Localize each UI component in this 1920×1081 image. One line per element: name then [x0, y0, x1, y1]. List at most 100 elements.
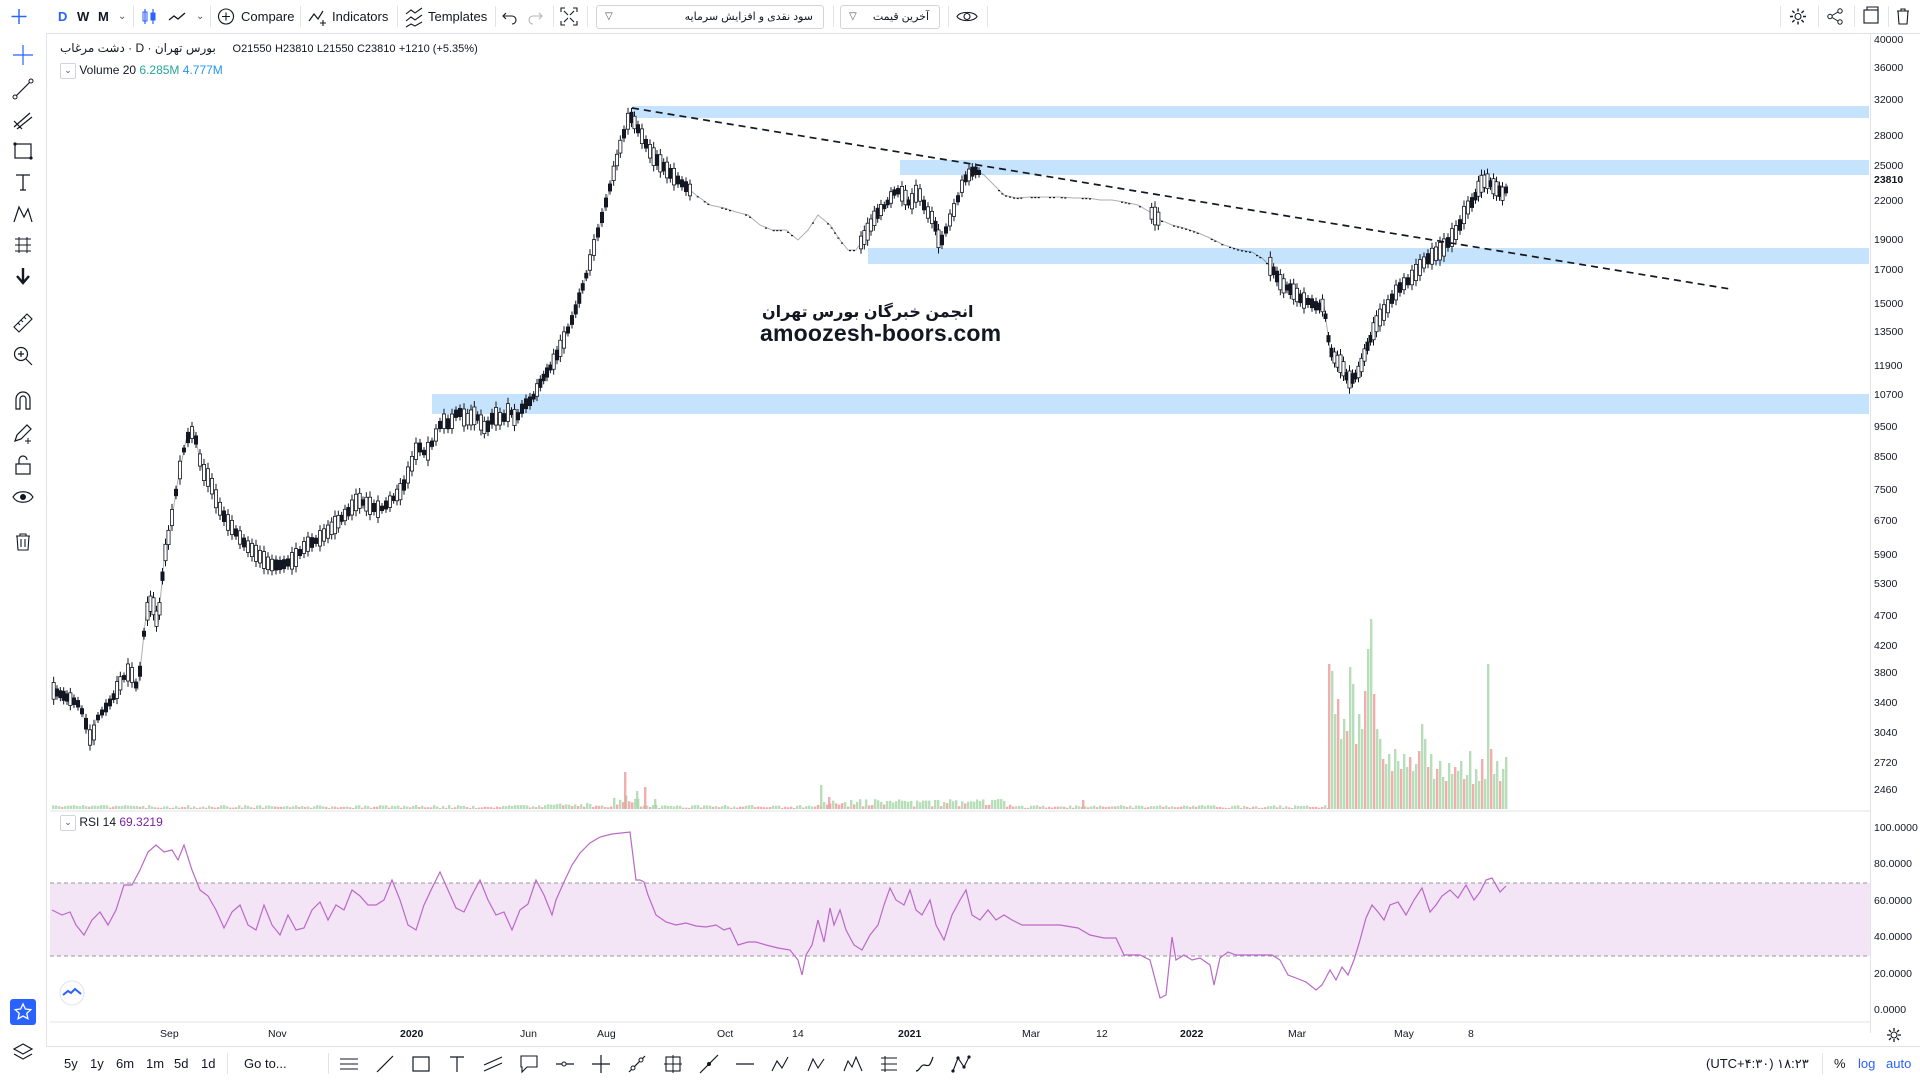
- remove-drawings-trash-icon[interactable]: [12, 530, 34, 552]
- crosshair-icon[interactable]: [10, 0, 28, 33]
- flat-candle: [1053, 197, 1055, 199]
- volume-bar: [511, 805, 514, 809]
- support-resistance-zone[interactable]: [632, 106, 1869, 118]
- log-scale-toggle[interactable]: log: [1858, 1056, 1876, 1071]
- parallel-channel-tool-icon[interactable]: [482, 1053, 504, 1075]
- ray-tool-icon[interactable]: [626, 1053, 648, 1075]
- support-resistance-zone[interactable]: [900, 160, 1869, 175]
- rectangle-tool-icon[interactable]: [12, 140, 34, 162]
- volume-bar: [247, 805, 250, 809]
- brush-tool-icon[interactable]: [914, 1053, 936, 1075]
- abcd-pattern-tool-icon[interactable]: [770, 1053, 792, 1075]
- auto-scale-toggle[interactable]: auto: [1886, 1056, 1912, 1071]
- goto-button[interactable]: Go to...: [244, 1056, 287, 1071]
- clock-timezone[interactable]: ۱۸:۲۳ (UTC+۴:۳۰): [1706, 1056, 1809, 1071]
- volume-bar: [421, 805, 424, 809]
- trend-line-tool-icon[interactable]: [12, 78, 34, 100]
- volume-bar: [160, 807, 163, 809]
- price-source-dropdown[interactable]: ▽ آخرین قیمت: [840, 5, 940, 29]
- prediction-tool-icon[interactable]: [12, 234, 34, 256]
- pitchfork-tool-icon[interactable]: [12, 109, 34, 131]
- favorites-star-button[interactable]: [10, 999, 36, 1025]
- trend-line-tool-icon[interactable]: [374, 1053, 396, 1075]
- volume-bar: [1376, 729, 1379, 809]
- flat-candle: [1221, 244, 1224, 246]
- candles-icon[interactable]: [140, 0, 158, 33]
- templates-button[interactable]: Templates: [428, 9, 488, 24]
- templates-icon[interactable]: [405, 0, 425, 33]
- range-5d[interactable]: 5d: [174, 1056, 189, 1071]
- indicators-icon[interactable]: [308, 0, 328, 33]
- visibility-eye-icon[interactable]: [12, 486, 34, 508]
- compare-button[interactable]: Compare: [241, 9, 295, 24]
- volume-bar: [1189, 807, 1192, 809]
- zoom-in-icon[interactable]: [12, 345, 34, 367]
- candle-body: [1149, 207, 1154, 220]
- share-icon[interactable]: [1826, 0, 1844, 33]
- redo-icon[interactable]: [527, 0, 543, 33]
- candle-body: [391, 495, 396, 501]
- abc-pattern-tool-icon[interactable]: [806, 1053, 828, 1075]
- volume-bar: [523, 805, 526, 809]
- text-tool-icon[interactable]: [446, 1053, 468, 1075]
- magnet-icon[interactable]: [12, 389, 34, 411]
- interval-m[interactable]: M: [98, 9, 109, 24]
- rectangle-tool-icon[interactable]: [410, 1053, 432, 1075]
- snapshot-icon[interactable]: [1862, 0, 1880, 33]
- volume-bar: [1228, 807, 1231, 809]
- path-tool-icon[interactable]: [950, 1053, 972, 1075]
- pattern-tool-icon[interactable]: [12, 203, 34, 225]
- eye-icon[interactable]: [956, 0, 978, 33]
- drawing-mode-pencil-icon[interactable]: [12, 422, 34, 444]
- volume-bar: [526, 805, 529, 809]
- range-1m[interactable]: 1m: [146, 1056, 165, 1071]
- flat-candle: [1037, 197, 1040, 199]
- line-chart-icon[interactable]: [168, 0, 186, 33]
- candle-body: [936, 229, 941, 249]
- symbol-name[interactable]: دشت مرغاب: [60, 41, 125, 55]
- volume-bar: [859, 799, 862, 809]
- range-6m[interactable]: 6m: [116, 1056, 135, 1071]
- indicators-button[interactable]: Indicators: [332, 9, 389, 24]
- object-tree-layers-icon[interactable]: [12, 1041, 34, 1063]
- volume-bar: [433, 805, 436, 809]
- fullscreen-icon[interactable]: [560, 0, 578, 33]
- interval-d[interactable]: D: [58, 9, 68, 24]
- callout-tool-icon[interactable]: [518, 1053, 540, 1075]
- range-5y[interactable]: 5y: [64, 1056, 78, 1071]
- candle-body: [453, 409, 458, 418]
- support-resistance-zone[interactable]: [432, 394, 1869, 414]
- range-1d[interactable]: 1d: [201, 1056, 216, 1071]
- price-axis[interactable]: [1870, 33, 1920, 1033]
- chart-type-chevron-down-icon[interactable]: ⌄: [196, 11, 205, 22]
- extended-line-tool-icon[interactable]: [698, 1053, 720, 1075]
- trash-icon[interactable]: [1895, 0, 1911, 33]
- percent-scale-toggle[interactable]: %: [1834, 1056, 1846, 1071]
- crosshair-tool-icon[interactable]: [12, 44, 34, 66]
- arrow-down-icon[interactable]: [12, 265, 34, 287]
- lock-icon[interactable]: [12, 454, 34, 476]
- text-tool-icon[interactable]: [12, 171, 34, 193]
- interval-w[interactable]: W: [77, 9, 90, 24]
- compare-plus-icon[interactable]: [217, 0, 235, 33]
- fib-retracement-tool-icon[interactable]: [878, 1053, 900, 1075]
- undo-icon[interactable]: [502, 0, 518, 33]
- interval-chevron-down-icon[interactable]: ⌄: [118, 11, 127, 22]
- volume-collapse-chevron-icon[interactable]: ⌄: [60, 63, 76, 79]
- support-resistance-zone[interactable]: [868, 248, 1869, 264]
- ruler-icon[interactable]: [12, 312, 34, 334]
- range-1y[interactable]: 1y: [90, 1056, 104, 1071]
- cross-line-tool-icon[interactable]: [590, 1053, 612, 1075]
- price-range-tool-icon[interactable]: [662, 1053, 684, 1075]
- horizontal-lines-tool-icon[interactable]: [338, 1053, 360, 1075]
- strategy-dropdown[interactable]: ▽ سود نقدی و افزایش سرمایه: [596, 5, 824, 29]
- settings-gear-icon[interactable]: [1788, 0, 1808, 33]
- trendline-dashed[interactable]: [631, 107, 1731, 290]
- horizontal-segment-tool-icon[interactable]: [734, 1053, 756, 1075]
- axis-settings-gear-icon[interactable]: [1884, 1026, 1904, 1044]
- rsi-collapse-chevron-icon[interactable]: ⌄: [60, 815, 76, 831]
- elliott-wave-tool-icon[interactable]: [842, 1053, 864, 1075]
- volume-bar: [1403, 754, 1406, 809]
- horizontal-ray-tool-icon[interactable]: [554, 1053, 576, 1075]
